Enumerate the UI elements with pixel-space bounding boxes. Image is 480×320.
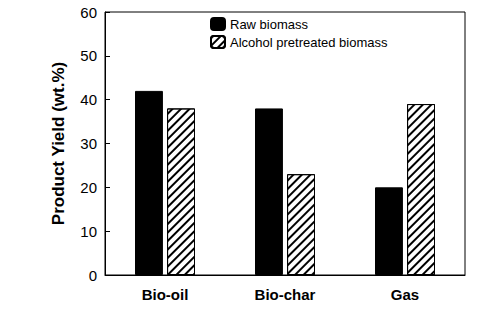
svg-text:Raw biomass: Raw biomass	[230, 17, 309, 32]
svg-text:60: 60	[80, 4, 97, 21]
svg-text:Bio-oil: Bio-oil	[142, 286, 189, 303]
svg-text:Bio-char: Bio-char	[255, 286, 316, 303]
svg-text:0: 0	[89, 267, 97, 284]
svg-text:30: 30	[80, 135, 97, 152]
svg-text:10: 10	[80, 223, 97, 240]
svg-text:20: 20	[80, 179, 97, 196]
svg-text:50: 50	[80, 47, 97, 64]
svg-text:Alcohol pretreated biomass: Alcohol pretreated biomass	[230, 35, 388, 50]
svg-text:40: 40	[80, 91, 97, 108]
svg-text:Product Yield (wt.%): Product Yield (wt.%)	[49, 62, 68, 225]
svg-text:Gas: Gas	[391, 286, 419, 303]
